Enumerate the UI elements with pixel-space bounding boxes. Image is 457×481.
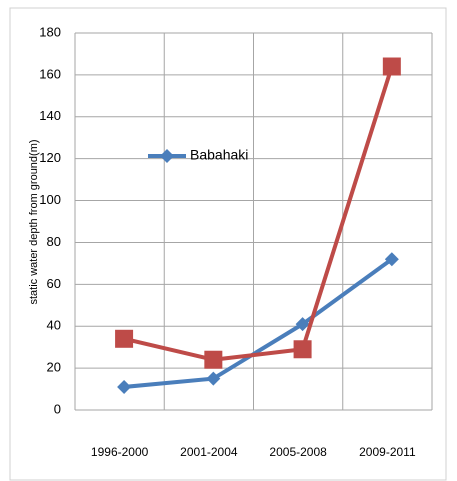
x-tick-label: 2001-2004 xyxy=(180,445,238,459)
point xyxy=(117,379,132,394)
x-tick-label: 1996-2000 xyxy=(91,445,149,459)
y-tick-label: 100 xyxy=(39,192,61,207)
point xyxy=(295,317,310,332)
y-tick-label: 80 xyxy=(47,234,61,249)
legend-label: Babahaki xyxy=(190,147,248,163)
y-tick-label: 180 xyxy=(39,24,61,39)
point xyxy=(115,329,134,348)
y-tick-label: 160 xyxy=(39,66,61,81)
y-tick-label: 140 xyxy=(39,108,61,123)
point xyxy=(160,149,174,163)
y-axis-label: static water depth from ground(m) xyxy=(28,139,40,304)
x-tick-label: 2009-2011 xyxy=(359,445,416,459)
point xyxy=(382,57,401,76)
point xyxy=(293,340,312,359)
x-tick-label: 2005-2008 xyxy=(269,445,327,459)
point xyxy=(206,371,221,386)
y-tick-label: 20 xyxy=(47,360,61,375)
y-tick-label: 60 xyxy=(47,276,61,291)
y-tick-label: 40 xyxy=(47,318,61,333)
series-line xyxy=(123,65,394,362)
y-tick-label: 0 xyxy=(54,401,61,416)
point xyxy=(204,350,223,369)
series-line xyxy=(123,257,394,389)
y-tick-label: 120 xyxy=(39,150,61,165)
chart-frame xyxy=(9,7,447,481)
point xyxy=(384,252,399,267)
